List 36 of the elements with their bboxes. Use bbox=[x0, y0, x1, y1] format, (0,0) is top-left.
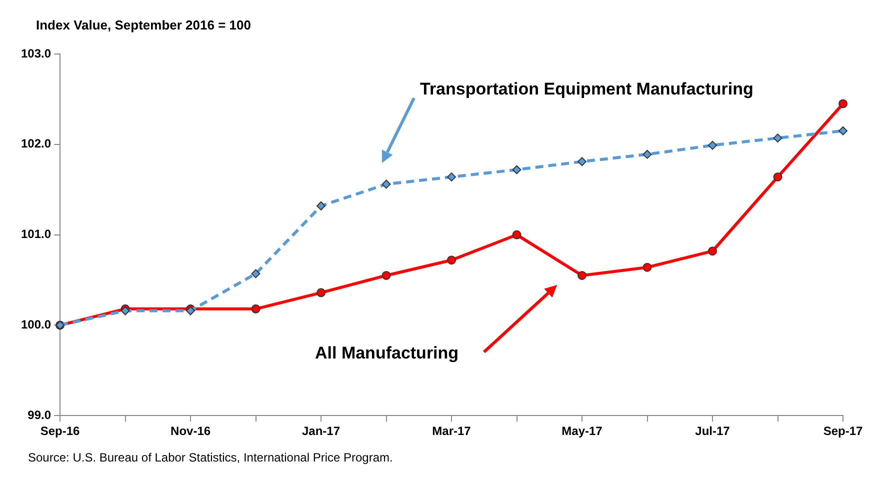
y-tick-label: 102.0 bbox=[21, 136, 52, 151]
point bbox=[382, 180, 391, 189]
point bbox=[578, 157, 587, 166]
point bbox=[251, 269, 260, 278]
point bbox=[773, 134, 782, 143]
text: Transportation Equipment Manufacturing bbox=[420, 80, 754, 99]
point bbox=[382, 270, 391, 280]
point bbox=[447, 256, 456, 265]
text: All Manufacturing bbox=[315, 344, 459, 363]
y-axis-title: Index Value, September 2016 = 100 bbox=[36, 18, 251, 33]
point bbox=[642, 150, 652, 159]
x-tick-label: Jan-17 bbox=[302, 424, 340, 438]
point bbox=[512, 230, 522, 240]
point bbox=[512, 165, 522, 174]
x-tick-label: Mar-17 bbox=[432, 424, 472, 438]
x-tick-label: May-17 bbox=[562, 424, 603, 438]
x-tick-label: Sep-17 bbox=[823, 424, 863, 438]
x-tick-label: Sep-16 bbox=[40, 424, 80, 438]
point bbox=[708, 140, 718, 150]
point bbox=[642, 262, 652, 272]
point bbox=[316, 288, 326, 298]
point bbox=[447, 172, 456, 182]
point bbox=[838, 126, 848, 136]
y-tick-label: 103.0 bbox=[21, 46, 52, 60]
source-note: Source: U.S. Bureau of Labor Statistics, International Price Program. bbox=[28, 450, 393, 464]
y-tick-label: 101.0 bbox=[21, 227, 52, 242]
point bbox=[773, 172, 782, 182]
point bbox=[708, 246, 718, 256]
point bbox=[838, 99, 848, 108]
point bbox=[251, 304, 260, 314]
point bbox=[316, 201, 326, 210]
y-tick-label: 100.0 bbox=[21, 318, 52, 332]
point bbox=[578, 270, 587, 280]
y-tick-label: 99.0 bbox=[28, 408, 52, 422]
x-tick-label: Jul-17 bbox=[695, 424, 730, 438]
x-tick-label: Nov-16 bbox=[170, 424, 211, 438]
